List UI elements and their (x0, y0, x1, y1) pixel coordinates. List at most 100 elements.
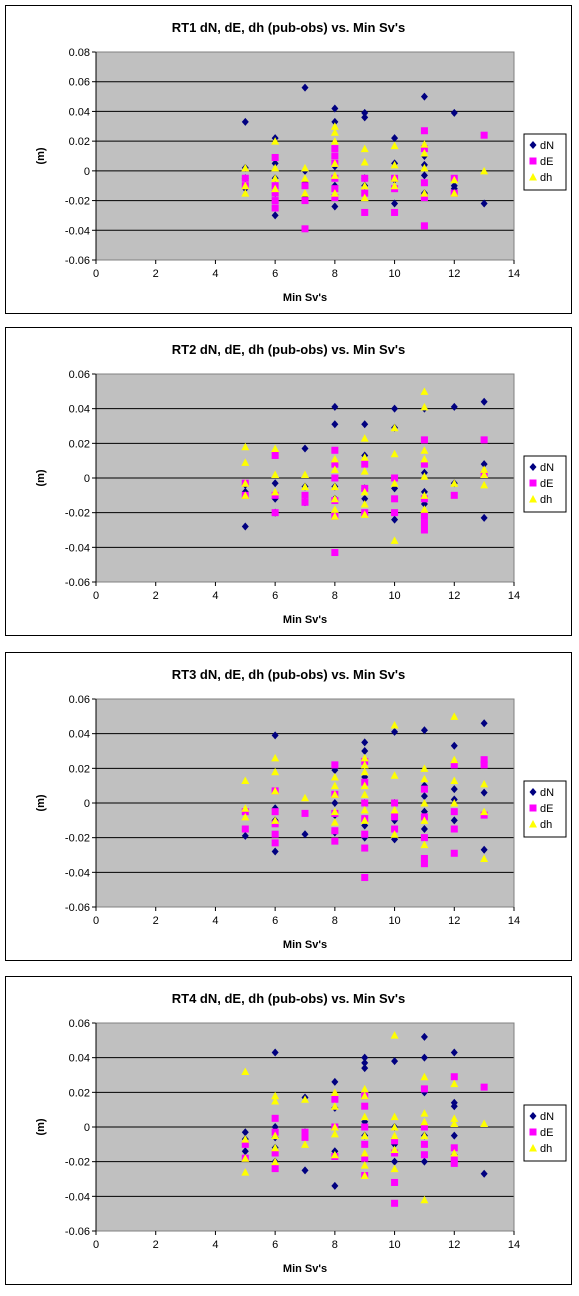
x-tick-label: 14 (508, 915, 520, 927)
data-point-dE (301, 225, 309, 233)
data-point-dN (331, 1077, 339, 1086)
data-point-dN (450, 1131, 458, 1140)
data-point-dE (420, 436, 428, 444)
x-axis-label: Min Sv's (283, 614, 327, 626)
data-point-dh (241, 1135, 250, 1143)
data-point-dE (450, 808, 458, 816)
data-point-dh (420, 505, 429, 513)
data-point-dh (330, 159, 339, 167)
x-tick-label: 6 (272, 1239, 278, 1251)
data-point-dh (241, 804, 250, 812)
data-point-dE (331, 549, 339, 557)
chart-title: RT1 dN, dE, dh (pub-obs) vs. Min Sv's (172, 20, 406, 35)
data-point-dN (331, 104, 339, 113)
data-point-dh (480, 470, 489, 479)
data-point-dE (331, 145, 339, 153)
data-point-dh (360, 805, 369, 814)
data-point-dh (301, 482, 309, 491)
data-point-dh (390, 174, 399, 182)
data-point-dh (330, 1150, 339, 1159)
y-tick-label: -0.04 (65, 1191, 90, 1203)
data-point-dN (241, 117, 249, 126)
data-point-dE (450, 825, 458, 833)
data-point-dN (361, 420, 369, 429)
chart-panel-rt2: RT2 dN, dE, dh (pub-obs) vs. Min Sv's 0.0… (5, 327, 572, 636)
data-point-dh (271, 1097, 280, 1105)
data-point-dh (330, 494, 339, 503)
data-point-dN (331, 117, 339, 126)
legend-label-dN: dN (540, 462, 554, 474)
x-tick-label: 8 (332, 915, 338, 927)
x-axis-label: Min Sv's (283, 292, 327, 304)
data-point-dE (391, 208, 399, 216)
y-tick-label: 0.02 (69, 438, 90, 450)
data-point-dh (360, 1084, 369, 1093)
data-point-dh (330, 1129, 339, 1138)
data-point-dh (330, 818, 339, 826)
data-point-dh (330, 128, 339, 136)
data-point-dh (390, 721, 399, 729)
data-point-dN (241, 831, 249, 840)
data-point-dh (241, 479, 250, 487)
x-tick-label: 14 (508, 1239, 520, 1251)
data-point-dN (420, 792, 428, 801)
data-point-dE (361, 174, 369, 182)
data-point-dh (390, 160, 399, 169)
x-tick-label: 12 (448, 590, 460, 602)
data-point-dN (391, 134, 399, 143)
legend-marker-dE (529, 479, 537, 487)
data-point-dh (330, 505, 339, 513)
data-point-dh (360, 767, 369, 776)
x-tick-label: 4 (212, 590, 218, 602)
data-point-dN (241, 522, 249, 531)
data-point-dE (361, 874, 369, 882)
chart-panel-rt4: RT4 dN, dE, dh (pub-obs) vs. Min Sv's 0.0… (5, 976, 572, 1285)
x-tick-label: 4 (212, 1239, 218, 1251)
data-point-dE (420, 1123, 428, 1131)
data-point-dE (241, 825, 249, 833)
y-tick-label: 0.06 (69, 694, 90, 706)
y-tick-label: 0.04 (69, 404, 90, 416)
x-tick-label: 2 (153, 915, 159, 927)
data-point-dh (241, 163, 250, 172)
data-point-dh (450, 175, 459, 184)
data-point-dE (361, 1123, 369, 1131)
data-point-dE (271, 1165, 279, 1173)
data-point-dh (271, 174, 280, 182)
data-point-dE (480, 436, 488, 444)
data-point-dh (420, 1072, 429, 1081)
data-point-dN (450, 1048, 458, 1057)
data-point-dE (420, 194, 428, 202)
data-point-dE (361, 844, 369, 852)
data-point-dh (450, 189, 459, 197)
data-point-dE (301, 1128, 309, 1136)
data-point-dE (391, 495, 399, 503)
data-point-dh (360, 510, 369, 518)
data-point-dN (271, 159, 279, 168)
y-tick-label: -0.02 (65, 508, 90, 520)
data-point-dE (271, 189, 279, 197)
data-point-dh (271, 816, 280, 824)
data-point-dE (450, 1159, 458, 1167)
data-point-dh (360, 1131, 369, 1140)
data-point-dh (450, 755, 459, 764)
data-point-dE (420, 526, 428, 534)
data-point-dN (361, 821, 369, 830)
data-point-dh (390, 1164, 399, 1173)
data-point-dN (480, 788, 488, 797)
x-tick-label: 4 (212, 915, 218, 927)
data-point-dh (390, 805, 399, 814)
data-point-dE (420, 179, 428, 187)
y-tick-label: 0.06 (69, 77, 90, 89)
data-point-dh (420, 774, 429, 783)
y-tick-label: -0.02 (65, 833, 90, 845)
data-point-dE (271, 1149, 279, 1157)
data-point-dN (420, 1053, 428, 1062)
data-point-dN (480, 845, 488, 854)
data-point-dE (450, 1073, 458, 1081)
data-point-dh (271, 1131, 280, 1140)
data-point-dN (480, 719, 488, 728)
data-point-dN (241, 1147, 249, 1156)
data-point-dN (420, 171, 428, 180)
data-point-dE (420, 222, 428, 230)
